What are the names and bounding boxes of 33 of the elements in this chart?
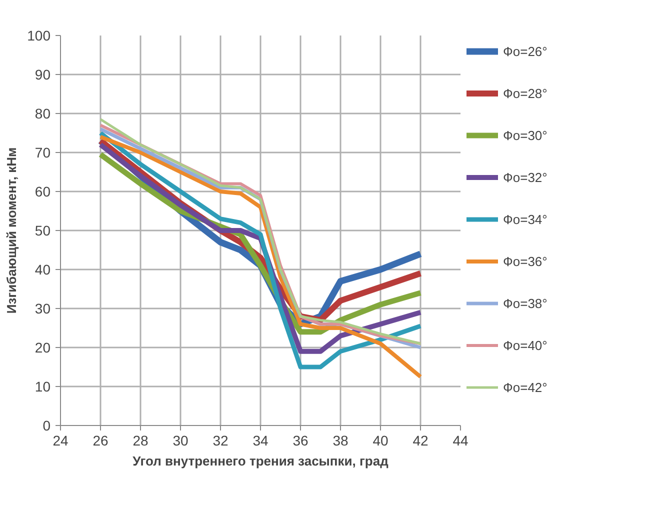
x-tick-label: 26	[92, 432, 108, 448]
y-tick-label: 30	[34, 300, 51, 316]
legend-label: Фо=40°	[503, 338, 548, 352]
y-tick-label: 80	[34, 106, 51, 122]
x-tick-label: 24	[52, 432, 68, 448]
legend-label: Фо=42°	[503, 380, 548, 394]
y-tick-label: 20	[34, 340, 51, 356]
x-tick-label: 28	[132, 432, 148, 448]
x-tick-label: 40	[372, 432, 388, 448]
y-tick-label: 50	[34, 222, 51, 238]
legend-label: Фо=26°	[503, 44, 548, 58]
y-tick-label: 40	[34, 262, 51, 278]
legend-label: Фо=36°	[503, 254, 548, 268]
legend-label: Фо=32°	[503, 170, 548, 184]
legend-label: Фо=34°	[503, 212, 548, 226]
x-tick-label: 32	[212, 432, 228, 448]
y-axis-title: Изгибающий момент, кНм	[4, 147, 20, 314]
legend-label: Фо=38°	[503, 296, 548, 310]
y-tick-label: 10	[34, 378, 51, 394]
y-tick-label: 60	[34, 184, 51, 200]
x-tick-label: 36	[292, 432, 308, 448]
legend-label: Фо=28°	[503, 86, 548, 100]
y-tick-label: 70	[34, 144, 51, 160]
y-tick-label: 0	[42, 418, 51, 434]
x-tick-label: 38	[332, 432, 348, 448]
x-tick-label: 30	[172, 432, 188, 448]
x-tick-label: 42	[412, 432, 428, 448]
y-tick-label: 90	[34, 66, 51, 82]
x-tick-label: 34	[252, 432, 268, 448]
x-tick-label: 44	[452, 432, 468, 448]
y-tick-label: 100	[27, 28, 51, 44]
x-axis-title: Угол внутреннего трения засыпки, град	[132, 454, 390, 468]
legend-label: Фо=30°	[503, 128, 548, 142]
